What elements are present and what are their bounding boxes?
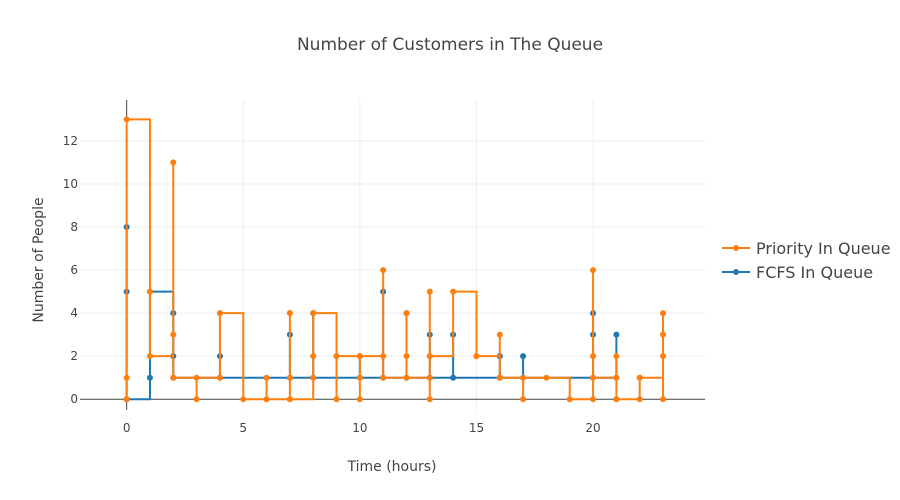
data-point bbox=[543, 374, 550, 381]
data-point bbox=[123, 374, 130, 381]
data-point bbox=[496, 331, 503, 338]
data-point bbox=[193, 396, 200, 403]
data-point bbox=[170, 331, 177, 338]
data-point bbox=[426, 374, 433, 381]
data-point bbox=[426, 396, 433, 403]
data-point bbox=[613, 396, 620, 403]
y-tick-label: 6 bbox=[70, 263, 78, 277]
data-point bbox=[660, 310, 667, 317]
data-point bbox=[660, 396, 667, 403]
data-point bbox=[310, 310, 317, 317]
legend-label-priority: Priority In Queue bbox=[756, 239, 891, 258]
data-point bbox=[380, 353, 387, 360]
x-tick-label: 10 bbox=[352, 421, 367, 435]
data-point bbox=[286, 310, 293, 317]
data-point bbox=[403, 310, 410, 317]
data-point bbox=[356, 396, 363, 403]
data-point bbox=[240, 396, 247, 403]
legend-label-fcfs: FCFS In Queue bbox=[756, 263, 873, 282]
data-point bbox=[590, 374, 597, 381]
data-point bbox=[473, 353, 480, 360]
data-point bbox=[380, 267, 387, 274]
data-point bbox=[216, 310, 223, 317]
data-point bbox=[286, 374, 293, 381]
data-point bbox=[170, 159, 177, 166]
data-point bbox=[590, 267, 597, 274]
data-point bbox=[356, 353, 363, 360]
series-0 bbox=[123, 116, 667, 403]
data-point bbox=[660, 331, 667, 338]
data-point bbox=[636, 396, 643, 403]
data-point bbox=[590, 353, 597, 360]
x-tick-label: 5 bbox=[239, 421, 247, 435]
data-point bbox=[520, 374, 527, 381]
data-point bbox=[123, 396, 130, 403]
x-axis-title: Time (hours) bbox=[347, 459, 437, 475]
y-tick-label: 4 bbox=[70, 306, 78, 320]
data-point bbox=[146, 374, 153, 381]
data-point bbox=[403, 374, 410, 381]
data-point bbox=[520, 353, 527, 360]
data-point bbox=[613, 331, 620, 338]
y-tick-label: 10 bbox=[63, 177, 78, 191]
data-point bbox=[356, 374, 363, 381]
data-point bbox=[146, 288, 153, 295]
legend-marker-priority bbox=[733, 245, 739, 251]
legend-item-fcfs[interactable]: FCFS In Queue bbox=[722, 263, 873, 282]
data-point bbox=[146, 353, 153, 360]
data-point bbox=[636, 374, 643, 381]
data-point bbox=[193, 374, 200, 381]
data-point bbox=[263, 374, 270, 381]
data-point bbox=[520, 396, 527, 403]
data-point bbox=[310, 353, 317, 360]
data-point bbox=[590, 396, 597, 403]
y-axis-title: Number of People bbox=[31, 197, 47, 322]
y-tick-label: 12 bbox=[63, 134, 78, 148]
legend: Priority In Queue FCFS In Queue bbox=[722, 239, 891, 282]
x-tick-label: 0 bbox=[123, 421, 131, 435]
data-point bbox=[333, 396, 340, 403]
data-point bbox=[450, 374, 457, 381]
series-layer bbox=[123, 116, 667, 403]
gridlines bbox=[80, 100, 705, 410]
data-point bbox=[613, 353, 620, 360]
y-tick-label: 8 bbox=[70, 220, 78, 234]
data-point bbox=[496, 374, 503, 381]
y-tick-label: 2 bbox=[70, 349, 78, 363]
data-point bbox=[566, 396, 573, 403]
data-point bbox=[660, 353, 667, 360]
y-tick-label: 0 bbox=[70, 392, 78, 406]
chart-title: Number of Customers in The Queue bbox=[297, 35, 603, 55]
data-point bbox=[286, 396, 293, 403]
legend-item-priority[interactable]: Priority In Queue bbox=[722, 239, 891, 258]
data-point bbox=[426, 353, 433, 360]
data-point bbox=[426, 288, 433, 295]
data-point bbox=[216, 374, 223, 381]
x-tick-label: 15 bbox=[469, 421, 484, 435]
data-point bbox=[170, 374, 177, 381]
data-point bbox=[380, 374, 387, 381]
x-tick-label: 20 bbox=[585, 421, 600, 435]
data-point bbox=[310, 374, 317, 381]
data-point bbox=[450, 288, 457, 295]
data-point bbox=[613, 374, 620, 381]
legend-marker-fcfs bbox=[733, 269, 739, 275]
data-point bbox=[123, 116, 130, 123]
tick-labels: 0 5 10 15 20 0 2 4 6 8 10 12 bbox=[63, 134, 601, 435]
data-point bbox=[263, 396, 270, 403]
data-point bbox=[333, 353, 340, 360]
data-point bbox=[403, 353, 410, 360]
